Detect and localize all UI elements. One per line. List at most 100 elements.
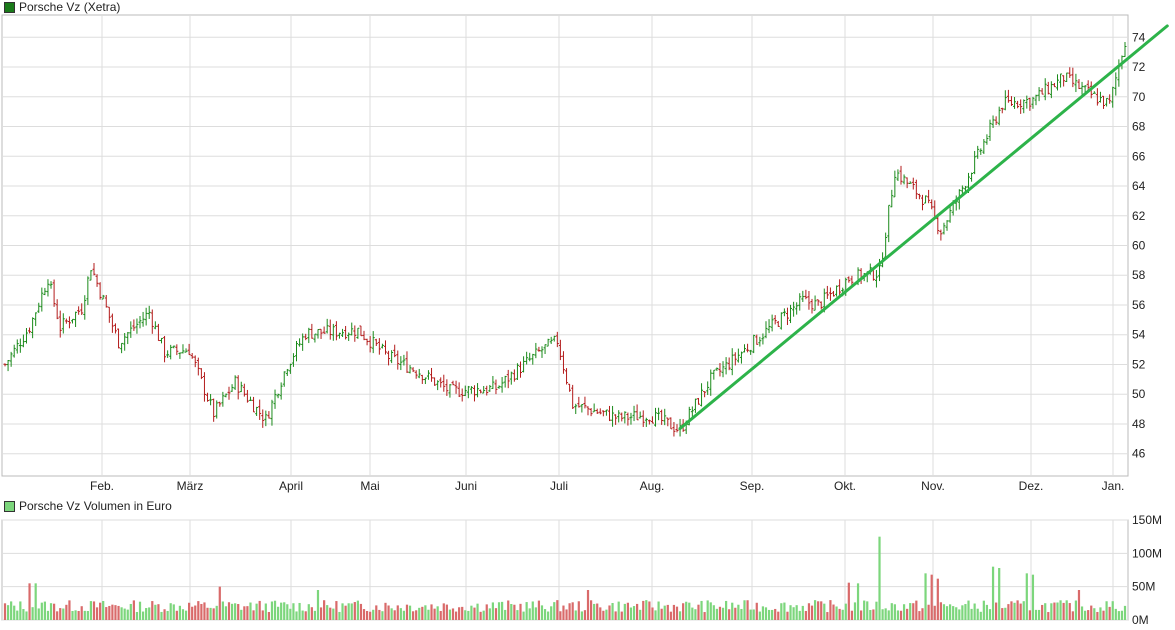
volume-bar bbox=[31, 607, 34, 620]
volume-bar bbox=[25, 611, 28, 620]
volume-bar bbox=[691, 607, 694, 620]
ohlc-bar bbox=[991, 115, 995, 128]
volume-bar bbox=[157, 604, 160, 620]
volume-bar bbox=[191, 606, 194, 620]
ohlc-bar bbox=[417, 368, 421, 379]
ohlc-bar bbox=[890, 189, 894, 208]
ohlc-bar bbox=[1059, 73, 1063, 88]
ohlc-bar bbox=[847, 276, 851, 283]
volume-bar bbox=[1093, 608, 1096, 620]
volume-bar bbox=[752, 609, 755, 620]
volume-bar bbox=[838, 608, 841, 620]
ohlc-bar bbox=[927, 189, 931, 204]
ohlc-bar bbox=[129, 321, 133, 338]
volume-bar bbox=[175, 610, 178, 620]
ohlc-bar bbox=[178, 352, 182, 359]
volume-bar bbox=[329, 607, 332, 620]
volume-bar bbox=[141, 611, 145, 620]
volume-bar bbox=[6, 605, 10, 620]
volume-bar bbox=[767, 609, 771, 620]
volume-bar bbox=[706, 600, 709, 620]
ohlc-bar bbox=[810, 298, 814, 314]
volume-bar bbox=[494, 608, 498, 620]
volume-bar bbox=[617, 601, 620, 620]
volume-bar bbox=[1084, 610, 1087, 620]
volume-bar bbox=[703, 612, 706, 620]
volume-bar bbox=[148, 607, 151, 620]
ohlc-bar bbox=[405, 351, 409, 373]
volume-bar bbox=[433, 608, 436, 620]
volume-bar bbox=[1056, 602, 1059, 620]
volume-bar bbox=[56, 611, 59, 620]
ohlc-bar bbox=[123, 333, 127, 351]
ohlc-bar bbox=[985, 134, 989, 145]
ohlc-bar bbox=[752, 334, 756, 354]
volume-bar bbox=[893, 604, 896, 620]
ohlc-bar bbox=[445, 379, 449, 396]
ohlc-bar bbox=[227, 386, 231, 400]
volume-bar bbox=[522, 611, 525, 620]
ohlc-bar bbox=[982, 139, 986, 154]
ohlc-bar bbox=[83, 295, 87, 320]
ohlc-bar bbox=[1062, 75, 1066, 87]
ohlc-bar bbox=[779, 312, 783, 330]
ohlc-bar bbox=[86, 276, 90, 305]
volume-bar bbox=[1004, 607, 1007, 620]
volume-bar bbox=[341, 603, 344, 620]
volume-bar bbox=[786, 611, 789, 620]
volume-bar bbox=[1080, 606, 1084, 620]
ohlc-bar bbox=[785, 307, 789, 326]
ohlc-bar bbox=[236, 375, 240, 400]
volume-bar bbox=[1010, 601, 1013, 620]
volume-bar bbox=[669, 611, 672, 620]
volume-bar bbox=[1114, 608, 1117, 620]
volume-bar bbox=[516, 610, 519, 620]
ohlc-bar bbox=[709, 369, 713, 396]
ohlc-bar bbox=[18, 338, 22, 353]
volume-bar bbox=[1071, 611, 1074, 620]
ohlc-bar bbox=[718, 363, 722, 377]
volume-bar bbox=[77, 611, 80, 620]
ohlc-bar bbox=[727, 357, 731, 371]
ohlc-bar bbox=[936, 215, 940, 235]
volume-bar bbox=[181, 609, 185, 620]
volume-bar bbox=[178, 605, 182, 620]
ohlc-bar bbox=[52, 279, 56, 307]
ohlc-bar bbox=[825, 285, 829, 299]
x-month-label: Jan. bbox=[1102, 479, 1125, 493]
ohlc-bar bbox=[304, 333, 308, 341]
ohlc-bar bbox=[113, 323, 117, 334]
volume-bar bbox=[709, 602, 712, 620]
x-month-label: Feb. bbox=[90, 479, 114, 493]
volume-bar bbox=[92, 601, 96, 620]
price-y-tick-label: 50 bbox=[1132, 387, 1146, 401]
volume-bar bbox=[280, 602, 283, 620]
volume-bar bbox=[249, 602, 252, 620]
volume-bar bbox=[138, 601, 142, 620]
volume-bar bbox=[915, 600, 918, 620]
volume-bar bbox=[982, 600, 985, 620]
ohlc-bar bbox=[110, 313, 114, 333]
ohlc-bar bbox=[218, 401, 222, 407]
volume-bar bbox=[323, 600, 326, 620]
ohlc-bar bbox=[1025, 95, 1029, 109]
x-month-label: Nov. bbox=[921, 479, 945, 493]
volume-bar bbox=[169, 603, 172, 620]
volume-bar bbox=[608, 605, 611, 620]
volume-bar bbox=[912, 603, 915, 620]
ohlc-bar bbox=[117, 328, 121, 349]
price-y-tick-label: 68 bbox=[1132, 120, 1146, 134]
volume-bar bbox=[485, 604, 488, 620]
volume-bar bbox=[151, 601, 154, 620]
volume-bar bbox=[89, 601, 93, 620]
ohlc-bar bbox=[739, 351, 743, 364]
volume-bar bbox=[939, 602, 942, 620]
volume-bar bbox=[166, 610, 169, 620]
ohlc-bar bbox=[604, 409, 608, 416]
volume-bar bbox=[301, 610, 304, 620]
volume-bar bbox=[1050, 603, 1053, 620]
volume-bar bbox=[114, 605, 117, 620]
volume-bar bbox=[421, 606, 424, 620]
ohlc-bar bbox=[482, 386, 486, 394]
volume-legend: Porsche Vz Volumen in Euro bbox=[4, 499, 172, 513]
